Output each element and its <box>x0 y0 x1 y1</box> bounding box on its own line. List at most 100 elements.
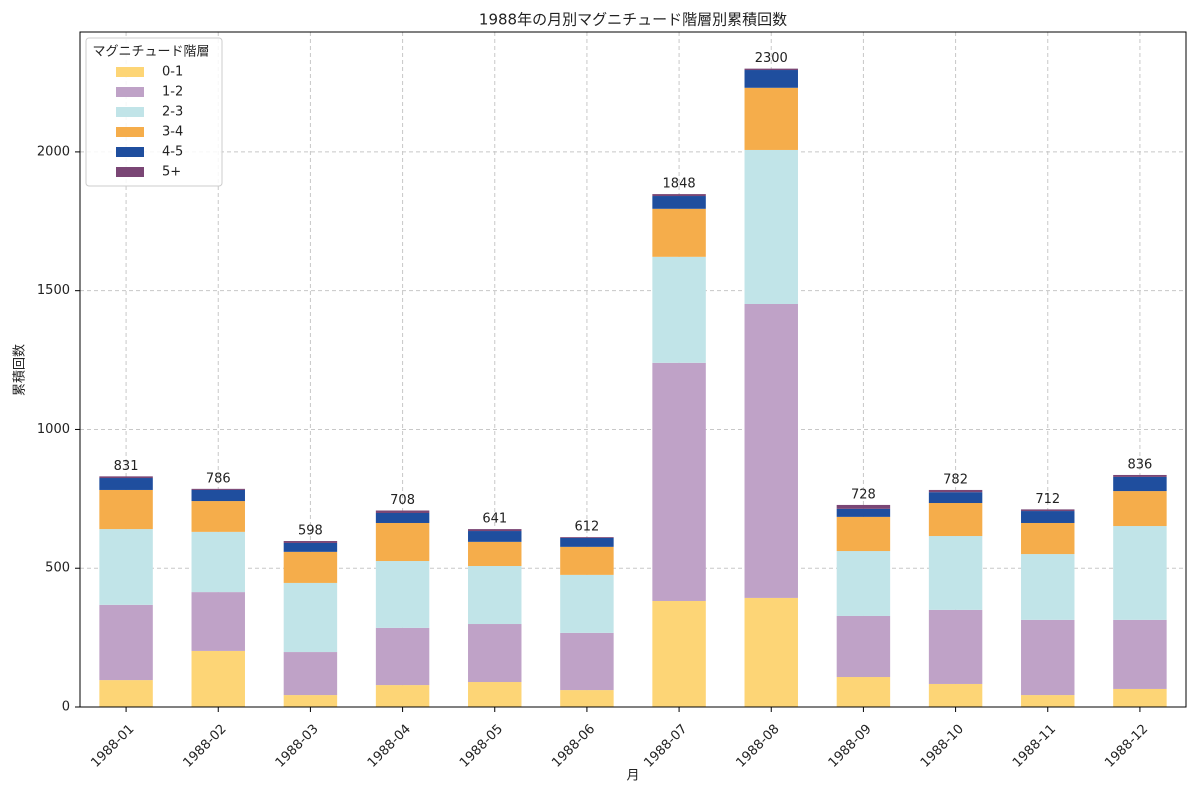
bar-segment <box>99 604 153 681</box>
legend-label: 1-2 <box>162 85 183 100</box>
bar-segment <box>652 208 706 257</box>
total-label: 1848 <box>663 177 696 192</box>
bar-segment <box>652 196 706 209</box>
bar-segment <box>1021 511 1075 523</box>
bar-segment <box>652 600 706 707</box>
legend-label: 2-3 <box>162 105 183 120</box>
bar-segment <box>560 546 614 575</box>
bar-segment <box>191 650 245 707</box>
y-tick-label: 0 <box>62 700 70 715</box>
bar-segment <box>928 683 983 707</box>
bar-segment <box>191 531 245 593</box>
legend-label: 4-5 <box>162 145 183 160</box>
legend-label: 5+ <box>162 165 181 180</box>
y-tick-label: 1500 <box>37 283 70 298</box>
bar-segment <box>836 516 891 552</box>
bar-segment <box>652 194 706 197</box>
bar-segment <box>560 690 614 707</box>
bar-segment <box>99 680 153 707</box>
bar-segment <box>283 582 338 653</box>
bar-segment <box>468 566 522 625</box>
bar-segment <box>1021 522 1075 555</box>
legend-swatch <box>116 67 144 77</box>
total-label: 836 <box>1128 457 1153 472</box>
legend-box <box>85 37 223 187</box>
x-tick-label: 1988-01 <box>88 722 137 771</box>
bar-segment <box>468 541 522 567</box>
x-tick-label: 1988-04 <box>365 722 414 771</box>
bar-segment <box>560 537 614 538</box>
bar-segment <box>744 597 798 707</box>
bar-segment <box>99 489 153 530</box>
chart-title: 1988年の月別マグニチュード階層別累積回数 <box>479 11 787 29</box>
bar-segment <box>836 551 891 616</box>
legend-swatch <box>116 87 144 97</box>
total-label: 2300 <box>755 51 788 66</box>
x-tick-label: 1988-06 <box>549 722 598 771</box>
bar-segment <box>375 512 430 523</box>
bar-segment <box>283 541 338 543</box>
bar-segment <box>1113 491 1167 527</box>
y-tick-label: 500 <box>45 561 70 576</box>
bar-segment <box>560 632 614 691</box>
legend-swatch <box>116 127 144 137</box>
x-tick-label: 1988-07 <box>641 722 690 771</box>
bar-segment <box>836 504 891 509</box>
total-label: 612 <box>575 520 600 535</box>
bar-segment <box>744 70 798 88</box>
y-tick-label: 2000 <box>37 144 70 159</box>
total-label: 786 <box>206 471 231 486</box>
total-label: 712 <box>1035 492 1060 507</box>
bar-segment <box>99 476 153 479</box>
bar-segment <box>375 522 430 562</box>
bar-segment <box>191 592 245 651</box>
bar-segment <box>928 503 983 537</box>
bar-segment <box>468 682 522 707</box>
total-label: 708 <box>390 493 415 508</box>
x-tick-label: 1988-10 <box>918 722 967 771</box>
bar-segment <box>560 537 614 547</box>
legend-title: マグニチュード階層 <box>92 45 209 60</box>
bar-segment <box>836 677 891 707</box>
x-tick-label: 1988-11 <box>1010 722 1059 771</box>
bar-segment <box>1021 554 1075 620</box>
bar-segment <box>928 492 983 504</box>
bar-segment <box>1113 476 1167 492</box>
bar-segment <box>1113 526 1167 620</box>
bar-segment <box>652 362 706 601</box>
bar-segment <box>191 501 245 532</box>
plot-frame <box>79 31 1187 708</box>
bar-segment <box>468 529 522 532</box>
bar-segment <box>191 489 245 502</box>
total-label: 598 <box>298 524 323 539</box>
bar-segment <box>928 536 983 610</box>
legend-label: 3-4 <box>162 125 183 140</box>
bar-segment <box>191 488 245 490</box>
total-label: 831 <box>114 459 139 474</box>
bar-segment <box>1021 619 1075 696</box>
bar-segment <box>836 615 891 678</box>
legend-swatch <box>116 107 144 117</box>
bar-segment <box>283 542 338 552</box>
bar-segment <box>744 303 798 598</box>
legend-label: 0-1 <box>162 65 183 80</box>
x-tick-label: 1988-08 <box>734 722 783 771</box>
bar-segment <box>744 68 798 71</box>
legend-swatch <box>116 167 144 177</box>
total-label: 641 <box>482 512 507 527</box>
y-axis-label: 累積回数 <box>13 344 28 396</box>
legend-swatch <box>116 147 144 157</box>
bar-segment <box>375 561 430 628</box>
x-tick-label: 1988-03 <box>273 722 322 771</box>
bar-segment <box>375 627 430 686</box>
bar-segment <box>836 508 891 517</box>
bar-segment <box>375 685 430 707</box>
bar-segment <box>744 87 798 150</box>
x-tick-label: 1988-05 <box>457 722 506 771</box>
bar-segment <box>1113 474 1167 477</box>
x-tick-label: 1988-02 <box>181 722 230 771</box>
bar-segment <box>283 652 338 696</box>
y-tick-label: 1000 <box>37 422 70 437</box>
bar-segment <box>99 478 153 490</box>
